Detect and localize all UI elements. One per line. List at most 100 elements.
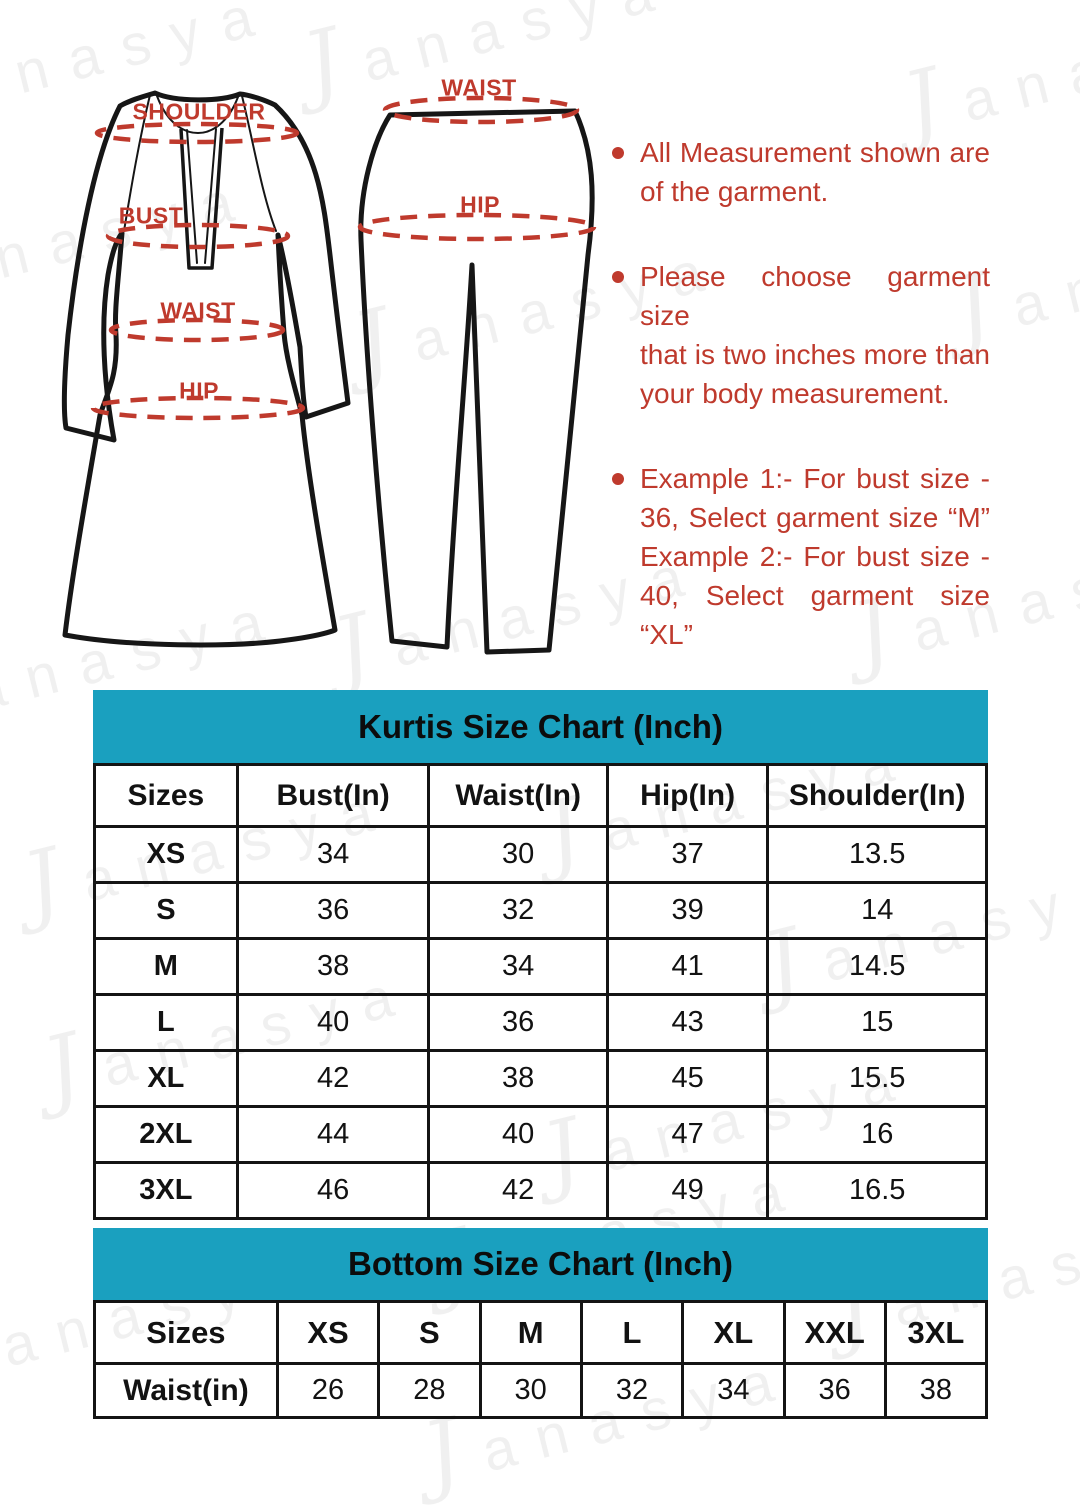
kurti-placket: [179, 127, 224, 270]
cell: 42: [235, 1049, 431, 1108]
cell: 49: [605, 1161, 770, 1220]
cell: 30: [478, 1362, 583, 1419]
note-item: Please choose garment size that is two i…: [612, 257, 990, 413]
kurti-armhole-seam-left: [123, 94, 151, 232]
note-line: of the garment.: [640, 176, 829, 207]
cell: 36: [235, 881, 431, 940]
bottom-chart-table: Sizes XS S M L XL XXL 3XL Waist(in) 26 2…: [93, 1300, 989, 1419]
bullet-icon: [612, 271, 624, 283]
cell: 34: [235, 825, 431, 884]
cell: 15: [766, 993, 988, 1052]
table-row: S 36 32 39 14: [93, 881, 988, 940]
cell: 28: [377, 1362, 482, 1419]
cell: 34: [681, 1362, 786, 1419]
cell: 32: [427, 881, 609, 940]
size-header: XS: [275, 1300, 381, 1365]
size-header: L: [579, 1300, 685, 1365]
note-line: Please choose garment size: [640, 261, 990, 331]
note-item: All Measurement shown are of the garment…: [612, 133, 990, 211]
measurement-notes: All Measurement shown are of the garment…: [612, 133, 990, 700]
cell: 41: [605, 937, 770, 996]
bullet-icon: [612, 473, 624, 485]
column-header: Waist(In): [427, 763, 609, 828]
note-line: All Measurement shown are: [640, 137, 990, 168]
cell: 14: [766, 881, 988, 940]
column-header: Sizes: [93, 763, 239, 828]
column-header: Shoulder(In): [766, 763, 988, 828]
column-header: Bust(In): [235, 763, 431, 828]
cell: 32: [579, 1362, 685, 1419]
leggings-waist-label: WAIST: [441, 74, 517, 101]
cell: 45: [605, 1049, 770, 1108]
kurtis-chart-table: Sizes Bust(In) Waist(In) Hip(In) Shoulde…: [93, 763, 988, 1220]
kurti-shoulder-label: SHOULDER: [132, 98, 266, 125]
kurti-neckline: [156, 95, 239, 135]
size-header: XXL: [782, 1300, 887, 1365]
note-line: 36, Select garment size “M”: [640, 502, 990, 533]
cell: 47: [605, 1105, 770, 1164]
table-row: L 40 36 43 15: [93, 993, 988, 1052]
cell: 43: [605, 993, 770, 1052]
cell: 42: [427, 1161, 609, 1220]
cell: 34: [427, 937, 609, 996]
leggings-hip-label: HIP: [460, 191, 500, 218]
kurtis-chart-title: Kurtis Size Chart (Inch): [93, 690, 988, 763]
cell: 16.5: [766, 1161, 988, 1220]
table-row: XS 34 30 37 13.5: [93, 825, 988, 884]
cell: 16: [766, 1105, 988, 1164]
note-line: that is two inches more than: [640, 339, 990, 370]
cell: S: [93, 881, 239, 940]
kurti-waist-line: [108, 317, 286, 343]
kurtis-size-chart: Kurtis Size Chart (Inch) Sizes Bust(In) …: [93, 690, 988, 1220]
measurement-diagram: SHOULDER BUST WAIST HIP WAIST HIP All Me…: [0, 0, 1080, 690]
leggings-hip-line: [357, 212, 597, 242]
table-row: Waist(in) 26 28 30 32 34 36 38: [93, 1362, 989, 1419]
kurti-hip-label: HIP: [179, 377, 219, 404]
table-row: M 38 34 41 14.5: [93, 937, 988, 996]
leggings-drawing: [357, 95, 597, 655]
column-header: Hip(In): [605, 763, 770, 828]
kurti-placket-inner: [186, 128, 217, 264]
cell: 44: [235, 1105, 431, 1164]
kurti-hip-line: [90, 395, 306, 421]
cell: M: [93, 937, 239, 996]
table-header-row: Sizes XS S M L XL XXL 3XL: [93, 1300, 989, 1365]
leggings-outline: [358, 108, 595, 655]
kurti-armhole-seam-right: [241, 95, 277, 232]
cell: 3XL: [93, 1161, 239, 1220]
cell: XL: [93, 1049, 239, 1108]
kurti-bust-line: [105, 222, 291, 250]
cell: 46: [235, 1161, 431, 1220]
cell: XS: [93, 825, 239, 884]
cell: 36: [427, 993, 609, 1052]
note-line: your body measurement.: [640, 378, 950, 409]
cell: 30: [427, 825, 609, 884]
cell: L: [93, 993, 239, 1052]
bottom-size-chart: Bottom Size Chart (Inch) Sizes XS S M L …: [93, 1228, 989, 1419]
leggings-waist-line: [382, 95, 580, 125]
size-header: S: [377, 1300, 482, 1365]
size-header: XL: [681, 1300, 786, 1365]
cell: 2XL: [93, 1105, 239, 1164]
size-header: 3XL: [883, 1300, 989, 1365]
kurti-outline: [61, 90, 351, 648]
table-row: 2XL 44 40 47 16: [93, 1105, 988, 1164]
cell: 40: [235, 993, 431, 1052]
table-row: 3XL 46 42 49 16.5: [93, 1161, 988, 1220]
kurti-waist-label: WAIST: [160, 297, 236, 324]
cell: 37: [605, 825, 770, 884]
cell: 15.5: [766, 1049, 988, 1108]
cell: 13.5: [766, 825, 988, 884]
cell: 26: [275, 1362, 381, 1419]
cell: 36: [782, 1362, 887, 1419]
cell: 14.5: [766, 937, 988, 996]
note-line: Example 2:- For bust size -: [640, 541, 990, 572]
note-item: Example 1:- For bust size - 36, Select g…: [612, 459, 990, 654]
cell: 40: [427, 1105, 609, 1164]
table-row: XL 42 38 45 15.5: [93, 1049, 988, 1108]
table-header-row: Sizes Bust(In) Waist(In) Hip(In) Shoulde…: [93, 763, 988, 828]
row-header: Sizes: [93, 1300, 279, 1365]
kurti-bust-label: BUST: [118, 202, 184, 229]
cell: 38: [427, 1049, 609, 1108]
